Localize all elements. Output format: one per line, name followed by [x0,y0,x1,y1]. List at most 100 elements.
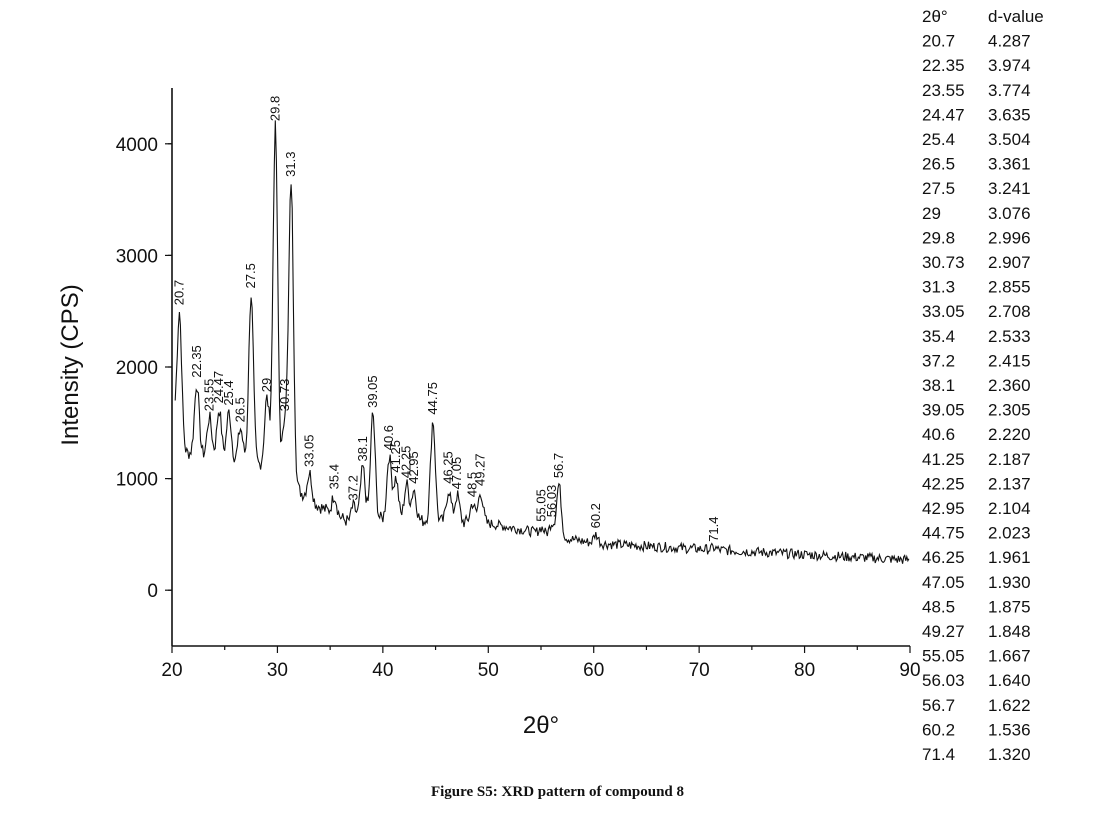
table-cell-2theta: 40.6 [922,425,955,444]
peak-label: 27.5 [243,263,258,288]
table-cell-d-value: 3.076 [988,204,1031,223]
y-tick-label: 0 [147,581,158,602]
peak-label: 39.05 [365,375,380,408]
peak-label: 30.73 [277,379,292,412]
table-cell-2theta: 33.05 [922,302,965,321]
x-tick-label: 80 [794,660,815,681]
y-tick-label: 2000 [116,358,158,379]
table-cell-2theta: 37.2 [922,351,955,370]
peak-label: 41.25 [388,440,403,473]
table-cell-d-value: 3.241 [988,179,1031,198]
table-cell-d-value: 3.504 [988,130,1031,149]
table-cell-d-value: 4.287 [988,32,1031,51]
table-cell-2theta: 42.25 [922,474,965,493]
table-cell-2theta: 22.35 [922,56,965,75]
peak-label: 38.1 [355,436,370,461]
table-cell-d-value: 1.536 [988,720,1031,739]
x-tick-label: 70 [689,660,710,681]
table-cell-d-value: 1.622 [988,696,1031,715]
table-cell-d-value: 1.640 [988,671,1031,690]
table-cell-d-value: 2.708 [988,302,1031,321]
table-cell-d-value: 2.137 [988,474,1031,493]
table-cell-2theta: 23.55 [922,81,965,100]
y-tick-label: 4000 [116,135,158,156]
table-cell-d-value: 2.996 [988,228,1031,247]
peak-label: 42.25 [399,446,414,479]
table-cell-2theta: 55.05 [922,647,965,666]
peak-label: 48.5 [464,472,479,497]
peak-label: 60.2 [588,503,603,528]
figure-caption: Figure S5: XRD pattern of compound 8 [430,784,685,800]
table-cell-2theta: 41.25 [922,450,965,469]
peak-label: 29.8 [267,96,282,121]
x-tick-label: 20 [161,660,182,681]
peak-label: 40.6 [381,425,396,450]
table-cell-d-value: 1.667 [988,647,1031,666]
table-cell-2theta: 56.03 [922,671,965,690]
table-cell-d-value: 2.855 [988,278,1031,297]
table-cell-2theta: 71.4 [922,745,955,764]
table-cell-d-value: 3.974 [988,56,1031,75]
table-cell-2theta: 29.8 [922,228,955,247]
peak-label: 47.05 [449,457,464,490]
peak-label: 44.75 [425,382,440,415]
peak-label: 42.95 [406,451,421,484]
peak-label: 37.2 [345,475,360,500]
peak-label: 22.35 [189,345,204,378]
table-cell-2theta: 47.05 [922,573,965,592]
table-cell-d-value: 3.774 [988,81,1031,100]
peak-label: 29 [259,378,274,392]
table-cell-2theta: 44.75 [922,524,965,543]
table-cell-2theta: 38.1 [922,376,955,395]
x-tick-label: 30 [267,660,288,681]
x-axis-title: 2θ° [523,712,559,739]
table-cell-2theta: 29 [922,204,941,223]
table-cell-2theta: 35.4 [922,327,955,346]
peak-label: 49.27 [473,453,488,486]
d-value-table: 2θ° d-value 20.7 4.287 22.35 3.974 23.55 3.774 2… [922,7,1044,764]
peak-label: 23.55 [201,379,216,412]
table-header-d-value: d-value [988,7,1044,26]
table-cell-d-value: 2.907 [988,253,1031,272]
table-cell-2theta: 39.05 [922,401,965,420]
y-tick-label: 3000 [116,246,158,267]
table-cell-2theta: 60.2 [922,720,955,739]
x-tick-label: 90 [899,660,920,681]
table-cell-2theta: 20.7 [922,32,955,51]
table-cell-d-value: 2.187 [988,450,1031,469]
y-axis-title: Intensity (CPS) [57,284,84,445]
table-cell-d-value: 1.930 [988,573,1031,592]
peak-label: 26.5 [233,397,248,422]
table-cell-2theta: 46.25 [922,548,965,567]
table-cell-2theta: 56.7 [922,696,955,715]
table-cell-d-value: 2.533 [988,327,1031,346]
peak-label: 56.7 [551,453,566,478]
peak-label: 71.4 [706,516,721,541]
table-cell-2theta: 49.27 [922,622,965,641]
x-tick-label: 50 [478,660,499,681]
table-cell-2theta: 31.3 [922,278,955,297]
peak-label: 46.25 [441,451,456,484]
peak-label: 31.3 [283,152,298,177]
table-cell-d-value: 2.023 [988,524,1031,543]
table-cell-d-value: 3.635 [988,105,1031,124]
table-cell-2theta: 42.95 [922,499,965,518]
table-cell-2theta: 30.73 [922,253,965,272]
xrd-trace-line [174,120,910,564]
peak-label: 24.47 [211,371,226,404]
table-cell-2theta: 48.5 [922,597,955,616]
table-cell-2theta: 27.5 [922,179,955,198]
table-cell-d-value: 1.875 [988,597,1031,616]
table-cell-d-value: 1.848 [988,622,1031,641]
table-cell-2theta: 24.47 [922,105,965,124]
peak-label: 35.4 [326,464,341,489]
axes: 20 30 40 50 60 70 80 90 0 1000 2000 3000 4000 [116,88,921,681]
table-cell-d-value: 1.320 [988,745,1031,764]
table-cell-d-value: 2.305 [988,401,1031,420]
table-cell-d-value: 2.220 [988,425,1031,444]
table-cell-d-value: 3.361 [988,155,1031,174]
table-header-2theta: 2θ° [922,7,948,26]
x-tick-label: 40 [372,660,393,681]
